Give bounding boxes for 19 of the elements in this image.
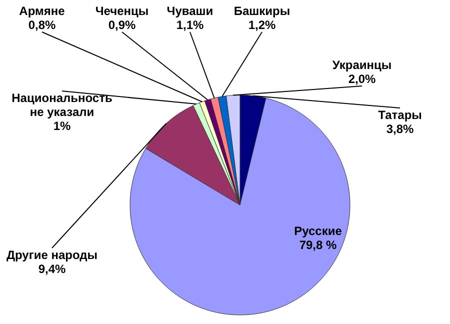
slice-label: Другие народы <box>6 248 98 262</box>
data-label: 2,0% <box>348 72 376 86</box>
slice-label: Татары <box>378 108 422 122</box>
slice-label: Украинцы <box>332 58 392 72</box>
slice-label: Национальность не указали <box>12 91 112 119</box>
data-label: 1% <box>53 119 71 133</box>
data-label: 1,1% <box>176 18 204 32</box>
slice-label: Армяне <box>19 4 66 18</box>
data-label: 0,9% <box>108 18 136 32</box>
data-label: 9,4% <box>38 262 66 276</box>
pie-slice <box>130 98 350 316</box>
data-label: 79,8 % <box>299 238 338 252</box>
data-label: 1,2% <box>248 18 276 32</box>
data-label: 0,8% <box>28 18 56 32</box>
slice-label: Чеченцы <box>95 4 149 18</box>
data-label: 3,8% <box>386 122 414 136</box>
slice-label: Башкиры <box>234 4 290 18</box>
slice-label: Русские <box>294 224 342 238</box>
slice-label: Чуваши <box>166 4 214 18</box>
